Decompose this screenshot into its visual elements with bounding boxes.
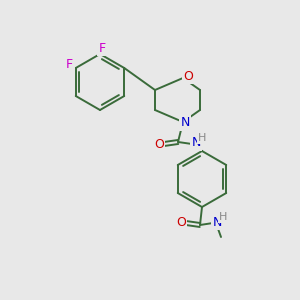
- Text: H: H: [219, 212, 227, 222]
- Text: O: O: [176, 217, 186, 230]
- Text: N: N: [191, 136, 201, 149]
- Text: N: N: [180, 116, 190, 130]
- Text: F: F: [66, 58, 73, 71]
- Text: O: O: [154, 137, 164, 151]
- Text: F: F: [98, 41, 106, 55]
- Text: O: O: [183, 70, 193, 83]
- Text: N: N: [212, 215, 222, 229]
- Text: H: H: [198, 133, 206, 143]
